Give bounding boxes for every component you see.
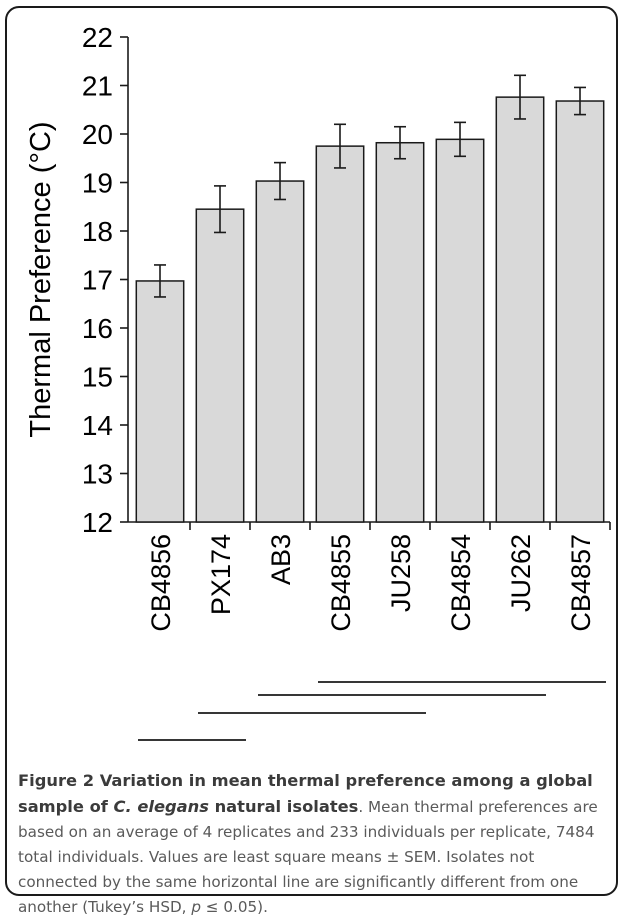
- figure-caption: Figure 2 Variation in mean thermal prefe…: [18, 768, 610, 920]
- y-tick-label: 22: [82, 22, 113, 53]
- x-tick-label-AB3: AB3: [266, 534, 296, 585]
- caption-title-end: natural isolates: [208, 797, 359, 816]
- y-tick-label: 15: [82, 362, 113, 393]
- x-tick-label-CB4856: CB4856: [146, 534, 176, 632]
- caption-body-start: . Mean thermal preferences are based on …: [18, 798, 598, 916]
- y-tick-label: 20: [82, 119, 113, 150]
- y-tick-label: 17: [82, 265, 113, 296]
- bar-JU262: [495, 96, 545, 523]
- y-tick-label: 12: [82, 507, 113, 538]
- y-tick-label: 21: [82, 71, 113, 102]
- bar-CB4854: [435, 138, 485, 523]
- y-tick-label: 19: [82, 168, 113, 199]
- bar-CB4855: [315, 145, 365, 523]
- caption-figure-label: Figure 2: [18, 771, 95, 790]
- bar-JU258: [375, 141, 425, 523]
- x-tick-label-JU258: JU258: [386, 534, 416, 612]
- caption-heading: Figure 2 Variation in mean thermal prefe…: [18, 771, 593, 816]
- y-tick-label: 13: [82, 459, 113, 490]
- y-tick-label: 14: [82, 410, 113, 441]
- bar-CB4856: [135, 280, 185, 523]
- x-tick-label-PX174: PX174: [206, 534, 236, 615]
- caption-p-symbol: p: [191, 898, 201, 916]
- x-tick-label-CB4854: CB4854: [446, 534, 476, 632]
- x-tick-label-JU262: JU262: [506, 534, 536, 612]
- bar-chart: 12 13 14 15 16 17 18 19 20 21 22 Thermal Preference…: [25, 22, 611, 741]
- y-axis-label: Thermal Preference (°C): [25, 121, 57, 437]
- bar-PX174: [195, 208, 245, 523]
- caption-body-end: ≤ 0.05).: [200, 898, 268, 916]
- caption-title-start: Variation in mean thermal preference amo…: [18, 771, 593, 816]
- bar-CB4857: [555, 100, 605, 523]
- caption-title-species: C. elegans: [113, 797, 209, 816]
- y-tick-label: 16: [82, 313, 113, 344]
- bar-AB3: [255, 180, 305, 523]
- x-tick-label-CB4855: CB4855: [326, 534, 356, 632]
- y-tick-label: 18: [82, 216, 113, 247]
- x-tick-label-CB4857: CB4857: [566, 534, 596, 632]
